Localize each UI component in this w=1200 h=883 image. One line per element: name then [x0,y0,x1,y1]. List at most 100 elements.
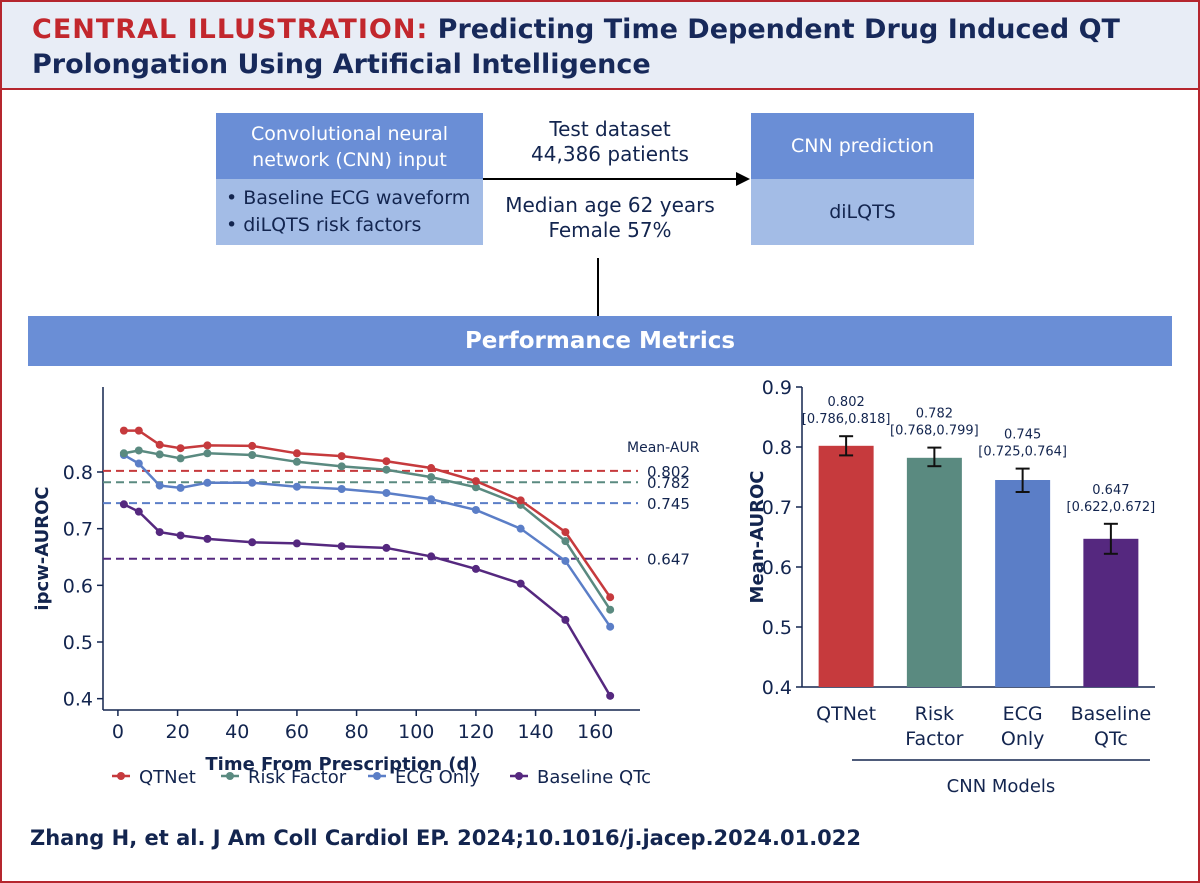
bar-chart-y-tick-label: 0.5 [762,617,792,639]
series-point [134,507,143,516]
series-point [134,446,143,455]
bar-chart-y-tick-label: 0.7 [762,497,792,519]
test-dataset-line1: Test dataset [549,117,671,141]
series-point [606,593,615,602]
series-point [471,483,480,492]
series-point [427,495,436,504]
bar-chart-x-axis-label: CNN Models [947,776,1056,797]
series-point [155,481,164,490]
bar-chart-y-tick-label: 0.8 [762,437,792,459]
bar [1083,538,1139,687]
legend-label: Baseline QTc [537,767,651,788]
input-item-risk: • diLQTS risk factors [226,214,422,236]
bar-chart-y-tick-label: 0.9 [762,377,792,399]
reference-line-label: 0.647 [647,551,690,569]
series-point [606,605,615,614]
bar-chart: 0.4 0.5 0.6 0.7 0.8 0.9 Mean-AUROC 0.802 [0.786,… [747,377,1156,797]
cnn-prediction-header: CNN prediction [751,113,974,179]
demographics-line1: Median age 62 years [505,193,715,217]
bar-category-label: Only [1001,728,1045,750]
bar-category-label: Factor [905,728,963,750]
test-dataset-line2: 44,386 patients [531,142,689,166]
demographics-text: Median age 62 years Female 57% [490,193,730,243]
line-chart-y-tick-label: 0.4 [63,689,93,711]
bar-category-label: Baseline [1071,703,1152,725]
series-point [292,482,301,491]
bar-category-label: QTNet [816,703,876,725]
legend-label: Risk Factor [248,767,347,788]
bar-chart-y-tick-label: 0.6 [762,557,792,579]
series-point [337,462,346,471]
bar-value-label: 0.802 [828,395,865,410]
series-point [471,477,480,486]
series-point [119,449,128,458]
series-point [292,457,301,466]
line-chart-y-tick-label: 0.8 [63,462,93,484]
series-point [606,622,615,631]
series-point [248,441,257,450]
series-point [203,478,212,487]
line-chart-x-tick-label: 120 [458,721,494,743]
series-point [561,528,570,537]
series-point [382,543,391,552]
mean-auroc-label: Mean-AUROC [627,440,700,456]
performance-metrics-label: Performance Metrics [464,328,736,354]
line-chart-x-tick-label: 160 [577,721,613,743]
title-line2: Prolongation Using Artificial Intelligen… [32,49,651,80]
legend-swatch-dot [226,772,234,780]
series-point [203,534,212,543]
title-prefix: CENTRAL ILLUSTRATION: [32,14,429,45]
series-point [516,524,525,533]
bar-ci-label: [0.725,0.764] [978,445,1067,460]
series-point [176,483,185,492]
line-chart-y-tick-label: 0.5 [63,632,93,654]
bar-value-label: 0.647 [1092,483,1129,498]
series-point [155,450,164,459]
series-point [561,537,570,546]
reference-line-label: 0.745 [647,495,690,513]
bar-value-label: 0.782 [916,407,953,422]
title-line1: Predicting Time Dependent Drug Induced Q… [437,14,1120,45]
bar-category-label: QTc [1094,728,1128,750]
line-chart-y-tick-label: 0.7 [63,519,93,541]
bar-ci-label: [0.622,0.672] [1067,500,1156,515]
series-point [176,454,185,463]
input-item-ecg: • Baseline ECG waveform [226,187,471,209]
cnn-input-body: • Baseline ECG waveform • diLQTS risk fa… [216,179,483,245]
bar-category-label: ECG [1003,703,1043,725]
test-dataset-text: Test dataset 44,386 patients [490,117,730,167]
reference-line-label: 0.782 [647,474,690,492]
series-point [203,441,212,450]
line-chart-x-tick-label: 140 [517,721,553,743]
series-point [155,528,164,537]
series-point [155,440,164,449]
line-chart-x-tick-label: 100 [398,721,434,743]
series-line [123,503,612,697]
demographics-line2: Female 57% [548,218,672,242]
series-point [176,531,185,540]
reference-line-label: 0.802 [647,463,690,481]
series-point [561,615,570,624]
line-chart-y-axis-label: ipcw-AUROC [32,486,53,610]
cnn-input-header-line1: Convolutional neural [251,123,448,145]
line-chart-x-tick-label: 0 [112,721,124,743]
series-point [516,496,525,505]
performance-metrics-banner: Performance Metrics [28,316,1172,366]
cnn-input-header: Convolutional neural network (CNN) input [216,113,483,179]
series-point [427,473,436,482]
series-point [119,426,128,435]
cnn-prediction-body: diLQTS [751,179,974,245]
bar-category-label: Risk [915,703,954,725]
series-point [134,426,143,435]
series-point [427,464,436,473]
series-point [292,539,301,548]
series-point [337,542,346,551]
series-point [382,488,391,497]
line-chart-y-tick-label: 0.6 [63,575,93,597]
series-point [382,465,391,474]
series-point [248,451,257,459]
line-chart-x-tick-label: 40 [225,721,249,743]
cnn-prediction-header-label: CNN prediction [790,135,935,157]
bar-ci-label: [0.786,0.818] [802,412,891,427]
bar [906,457,962,687]
